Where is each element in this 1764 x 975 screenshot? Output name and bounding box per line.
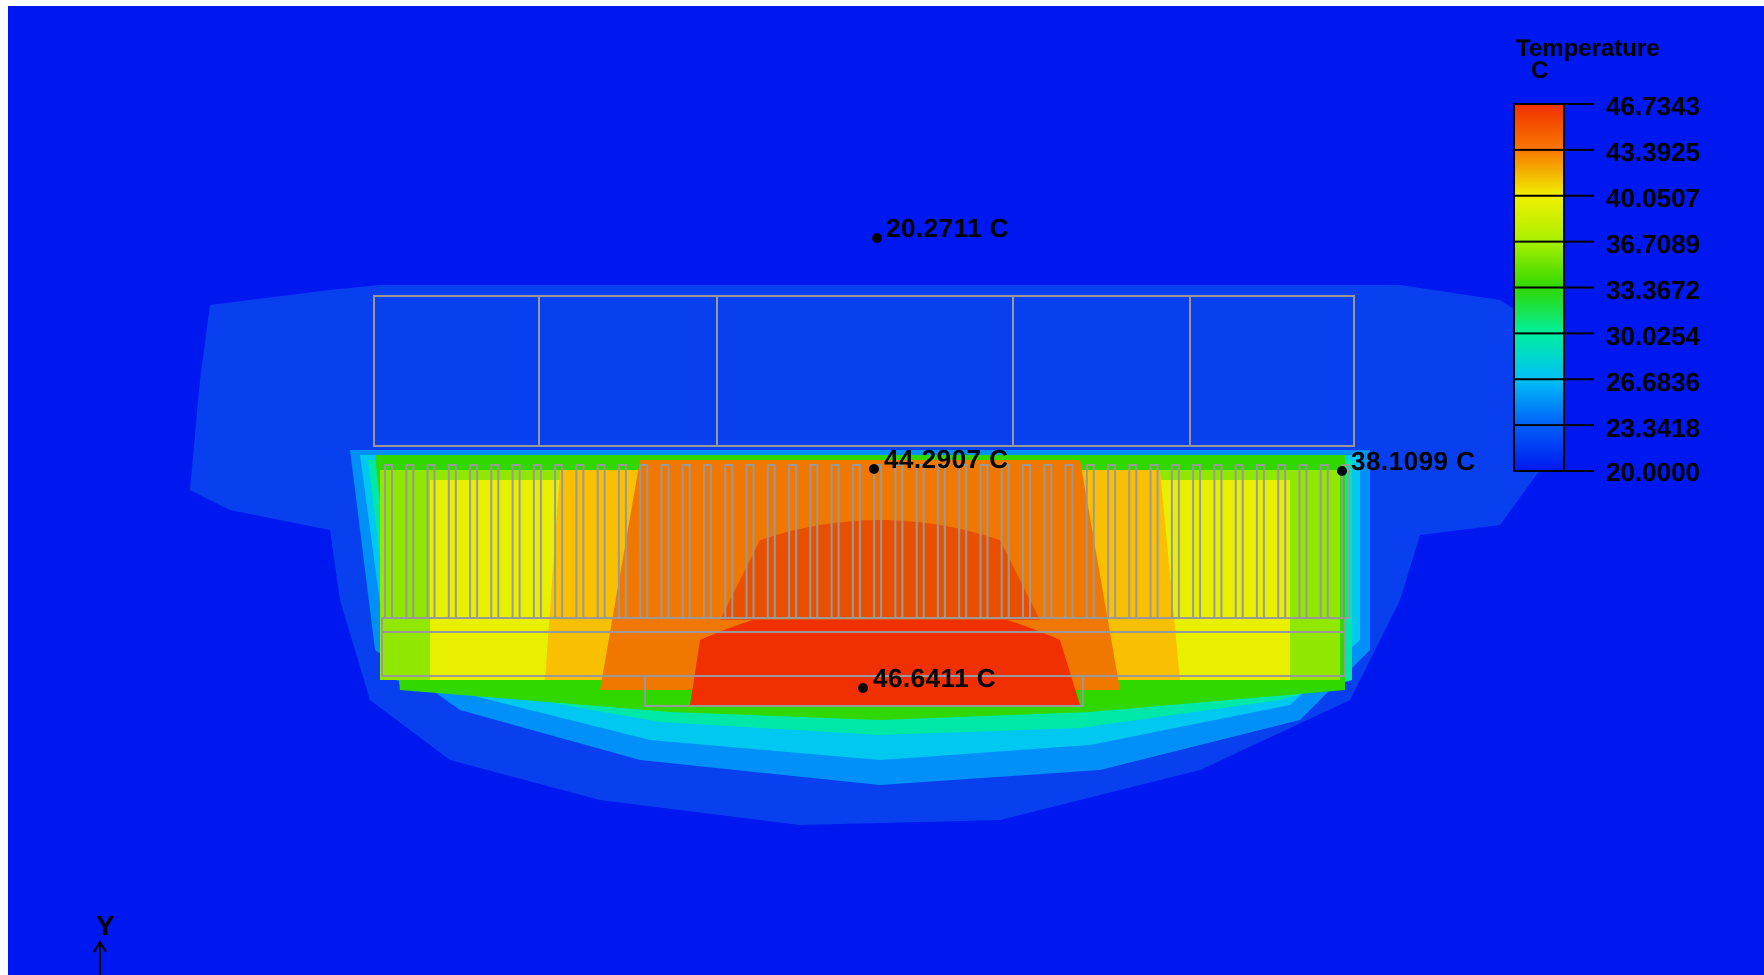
probe-marker-2[interactable] [869, 464, 879, 474]
legend-value: 30.0254 [1606, 321, 1700, 351]
legend-value: 46.7343 [1606, 91, 1700, 121]
legend-value: 20.0000 [1606, 457, 1700, 487]
legend-value: 36.7089 [1606, 229, 1700, 259]
legend-value: 23.3418 [1606, 413, 1700, 443]
legend-value: 33.3672 [1606, 275, 1700, 305]
legend-unit: C [1531, 57, 1549, 84]
legend-value: 40.0507 [1606, 183, 1700, 213]
probe-marker-3[interactable] [1337, 466, 1347, 476]
legend-title: Temperature [1516, 35, 1660, 62]
hot-core [690, 600, 1080, 705]
probe-label-3: 38.1099 C [1351, 446, 1476, 476]
probe-label-4: 46.6411 C [873, 663, 997, 693]
legend-color-bar [1513, 103, 1594, 472]
probe-label-2: 44.2907 C [884, 444, 1009, 474]
fan-outline [373, 295, 1355, 447]
probe-marker-1[interactable] [872, 233, 882, 243]
heatsink-base [381, 617, 1346, 707]
legend-value: 26.6836 [1606, 367, 1700, 397]
legend-value: 43.3925 [1606, 137, 1700, 167]
y-axis-arrowhead [93, 940, 107, 953]
y-axis-label: Y [96, 910, 115, 941]
probe-label-1: 20.2711 C [886, 213, 1010, 243]
probe-marker-4[interactable] [858, 683, 868, 693]
